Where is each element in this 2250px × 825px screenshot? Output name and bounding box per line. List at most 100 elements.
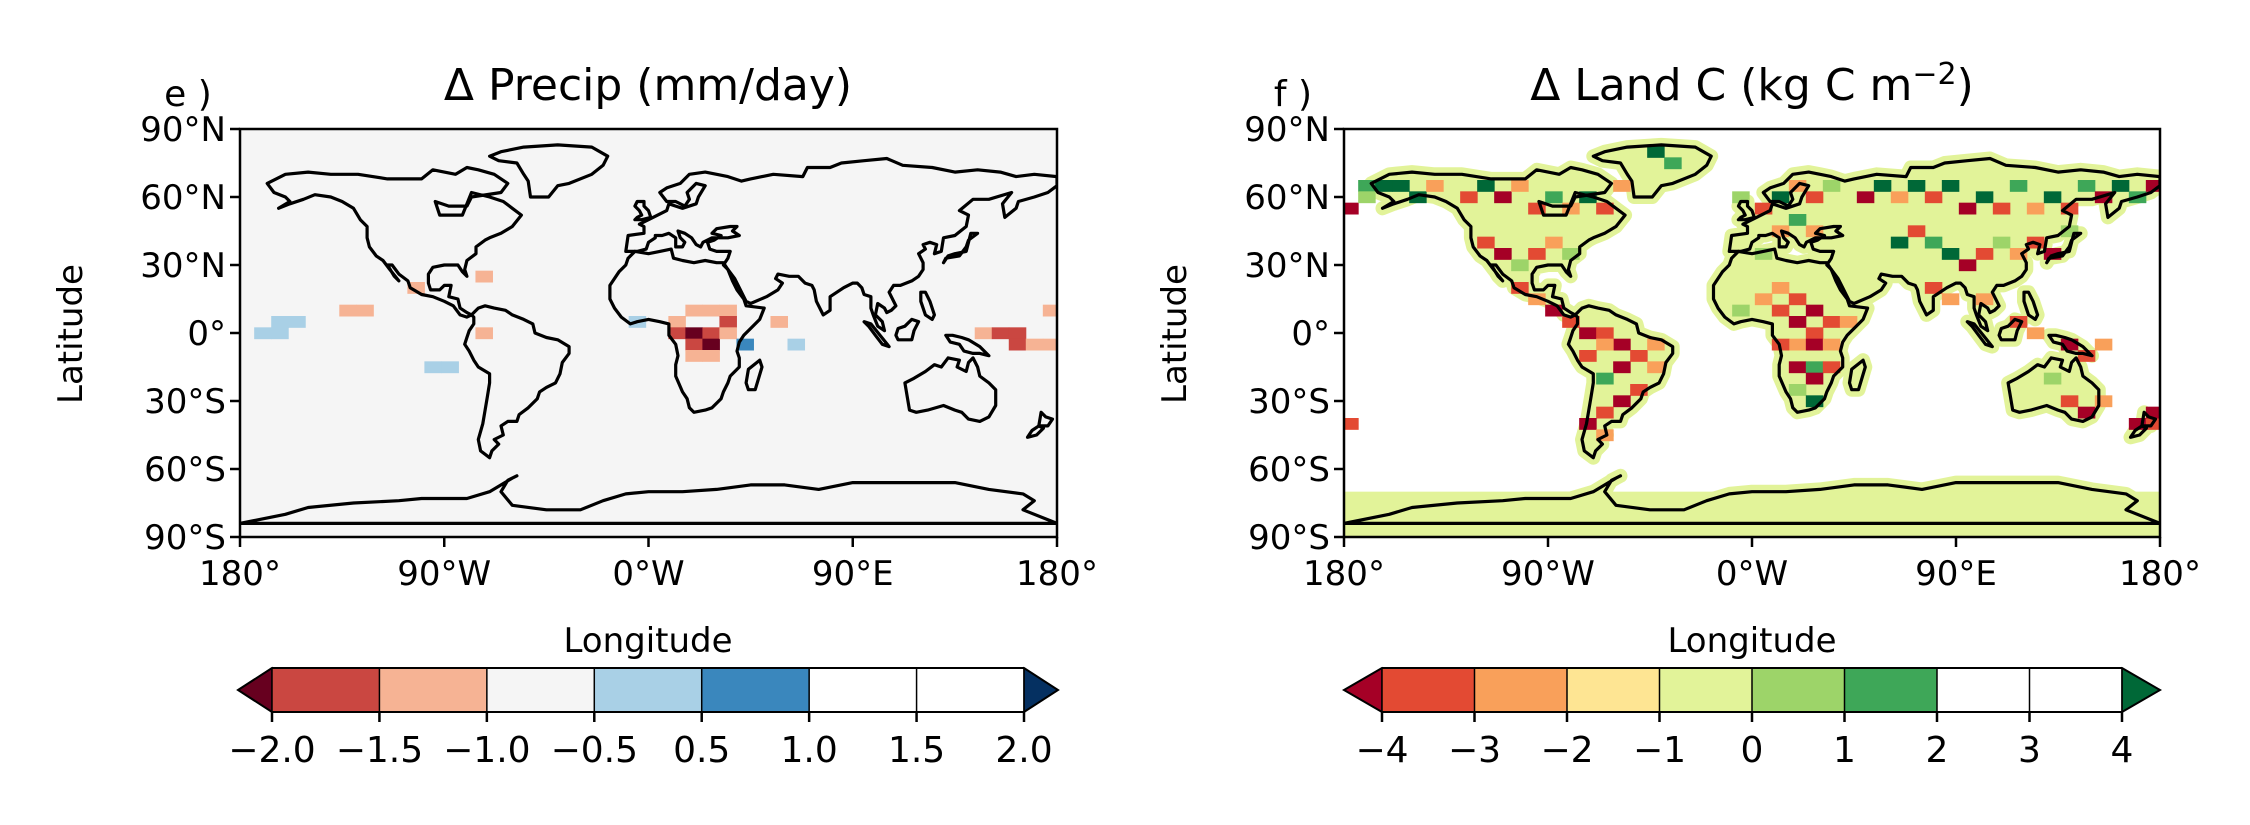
y-tick-label: 90°N: [1244, 110, 1330, 150]
data-cell: [702, 338, 720, 351]
data-cell: [668, 316, 686, 328]
data-cell: [2128, 418, 2147, 430]
data-cell: [1460, 191, 1478, 204]
data-cell: [1008, 338, 1027, 351]
colorbar-segment: [1752, 668, 1845, 712]
colorbar-segment: [1659, 668, 1753, 712]
data-cell: [2077, 406, 2096, 419]
data-cell: [2060, 202, 2079, 215]
data-cell: [1958, 202, 1977, 215]
colorbar-segment: [1474, 668, 1568, 712]
data-cell: [1344, 418, 1359, 430]
coastline: [1025, 424, 1045, 439]
colorbar-tick-label: −0.5: [551, 730, 638, 771]
x-axis-label: Longitude: [563, 621, 732, 661]
colorbar-segment: [379, 668, 488, 712]
data-cell: [1494, 191, 1512, 204]
data-cell: [1647, 338, 1665, 351]
title-tail: ): [1957, 60, 1974, 111]
data-cell: [2009, 248, 2028, 260]
y-axis-label: Latitude: [51, 264, 91, 404]
data-cell: [1805, 225, 1824, 238]
colorbar-tick-label: 2: [1926, 730, 1949, 771]
data-cell: [1822, 180, 1841, 192]
data-cell: [1805, 372, 1824, 385]
data-cells: [254, 270, 1057, 374]
colorbar-tick-label: −3: [1448, 730, 1501, 771]
data-cell: [1907, 225, 1926, 238]
coastline: [2022, 290, 2040, 321]
data-cell: [1822, 338, 1841, 351]
data-cell: [2009, 180, 2028, 192]
data-cell: [1975, 191, 1994, 204]
data-cell: [719, 304, 737, 317]
data-cell: [1358, 191, 1376, 204]
data-cell: [1941, 293, 1960, 306]
data-cell: [1344, 202, 1359, 215]
data-cell: [424, 361, 442, 374]
colorbar-tick-label: 0.5: [673, 730, 730, 771]
data-cell: [288, 316, 306, 328]
x-tick-label: 90°E: [1915, 554, 1997, 594]
data-cell: [1562, 316, 1580, 328]
data-cell: [1805, 338, 1824, 351]
colorbar-tick-label: −2: [1540, 730, 1593, 771]
data-cell: [2060, 338, 2079, 351]
data-cell: [1941, 248, 1960, 260]
data-cell: [1511, 180, 1529, 192]
coastline: [1037, 410, 1055, 428]
data-cell: [1805, 361, 1824, 374]
data-cell: [1992, 236, 2011, 249]
data-cell: [974, 327, 993, 340]
x-tick-label: 0°W: [1716, 554, 1788, 594]
x-tick-label: 180°: [1016, 554, 1098, 594]
coastline: [1997, 317, 2024, 342]
data-cell: [1805, 304, 1824, 317]
chart-title: Δ Precip (mm/day): [444, 60, 852, 111]
title-superscript: −2: [1912, 57, 1956, 92]
data-cell: [1477, 236, 1495, 249]
data-cell: [1613, 338, 1631, 351]
coastline: [944, 333, 991, 358]
title-main: Δ Land C (kg C m: [1530, 60, 1912, 111]
colorbar-segment: [1844, 668, 1938, 712]
data-cell: [1788, 338, 1807, 351]
y-tick-label: 30°S: [1248, 382, 1330, 422]
data-cell: [770, 316, 789, 328]
data-cell: [1545, 236, 1563, 249]
data-cell: [685, 350, 703, 362]
data-cell: [2094, 338, 2113, 351]
data-cell: [1647, 146, 1665, 158]
map-area: 180° 90°W 0°W 90°E 180° 90°N 60°N 30°N 0° 30°S 60°…: [1244, 110, 2201, 594]
data-cell: [1008, 327, 1027, 340]
data-cell: [1025, 338, 1044, 351]
data-cell: [1477, 180, 1495, 192]
data-cell: [1873, 180, 1892, 192]
x-tick-label: 90°E: [812, 554, 894, 594]
colorbar-extend-high: [2121, 666, 2162, 714]
data-cell: [475, 270, 493, 283]
map-background: [240, 129, 1057, 537]
data-cell: [271, 316, 289, 328]
x-tick-label: 180°: [199, 554, 281, 594]
data-cell: [685, 338, 703, 351]
coastline: [2006, 356, 2101, 423]
data-cell: [475, 327, 493, 340]
data-cell: [787, 338, 806, 351]
y-tick-label: 30°N: [1244, 246, 1330, 286]
colorbar-tick-label: 3: [2018, 730, 2041, 771]
data-cell: [702, 327, 720, 340]
y-tick-label: 60°S: [144, 450, 226, 490]
data-cell: [1924, 236, 1943, 249]
data-cell: [1392, 180, 1410, 192]
y-tick-label: 30°S: [144, 382, 226, 422]
data-cell: [2026, 202, 2045, 215]
coastline: [2045, 231, 2083, 265]
data-cell: [1732, 304, 1750, 317]
coastline: [1344, 474, 2160, 525]
data-cell: [1958, 259, 1977, 272]
y-tick-label: 0°: [1291, 314, 1330, 354]
colorbar: −2.0 −1.5 −1.0 −0.5 0.5 1.0 1.5 2.0: [228, 666, 1060, 771]
y-tick-label: 60°N: [140, 178, 226, 218]
data-cell: [1788, 384, 1807, 396]
